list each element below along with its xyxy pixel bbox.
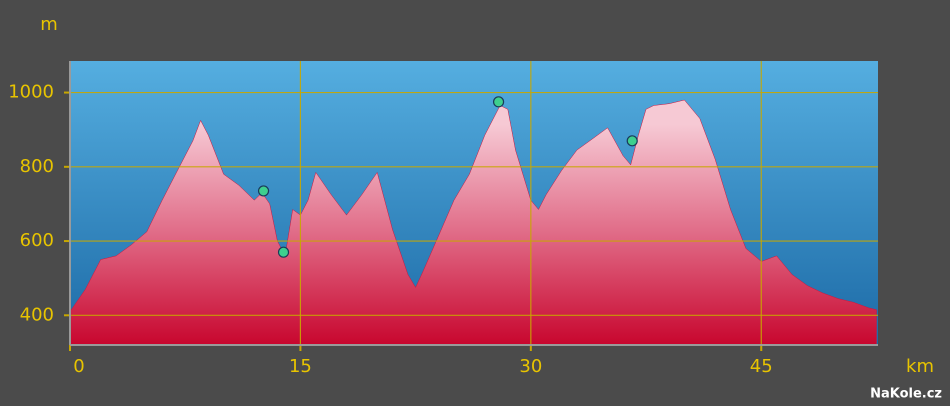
y-axis-label: m <box>40 14 58 35</box>
x-tick-label: 15 <box>289 356 312 377</box>
x-tick-label: 45 <box>750 356 773 377</box>
x-tick-label: 0 <box>73 356 84 377</box>
waypoint <box>626 135 638 147</box>
x-tick-label: 30 <box>519 356 542 377</box>
waypoint <box>257 185 270 197</box>
y-tick-label: 400 <box>20 304 54 325</box>
waypoint <box>277 246 290 258</box>
elevation-area <box>69 99 877 346</box>
y-tick-label: 600 <box>20 230 54 251</box>
watermark: NaKole.cz <box>870 387 942 402</box>
x-axis-label: km <box>906 356 934 377</box>
waypoint <box>492 96 505 108</box>
y-tick-label: 800 <box>20 156 54 177</box>
y-tick-label: 1000 <box>8 82 54 103</box>
